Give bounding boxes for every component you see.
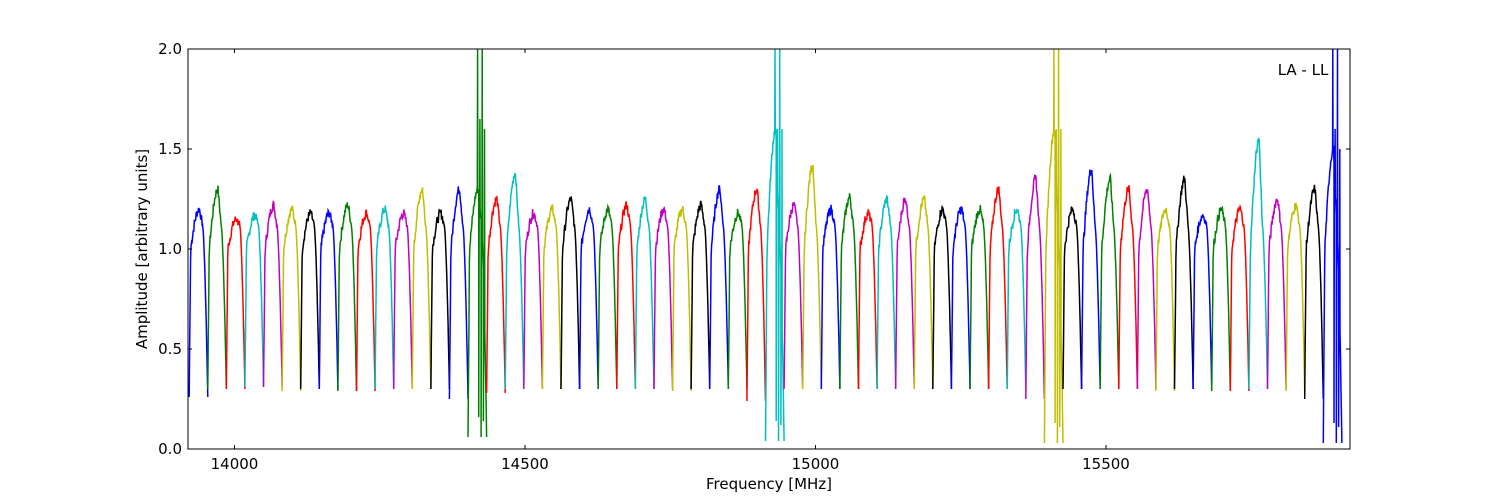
series-line-11 (392, 209, 414, 390)
series-line-55 (1210, 205, 1232, 392)
series-line-25 (653, 206, 674, 390)
series-line-46 (1043, 48, 1064, 444)
series-line-56 (1229, 203, 1250, 392)
series-line-61 (1322, 48, 1343, 444)
y-tick-label-3: 1.5 (158, 140, 182, 158)
series-line-54 (1192, 213, 1213, 390)
series-line-41 (950, 206, 971, 390)
series-line-12 (411, 186, 432, 390)
series-line-37 (876, 194, 897, 390)
series-line-10 (374, 205, 395, 390)
series-line-1 (207, 185, 228, 390)
series-line-45 (1025, 173, 1046, 400)
series-line-5 (281, 205, 302, 392)
series-line-21 (578, 207, 599, 390)
series-layer (188, 48, 1343, 444)
y-tick-label-2: 1.0 (158, 240, 182, 258)
series-line-40 (932, 204, 953, 390)
series-line-13 (430, 208, 451, 390)
series-line-28 (708, 185, 730, 390)
series-line-44 (1006, 208, 1027, 390)
series-line-35 (839, 193, 860, 390)
series-line-52 (1155, 207, 1176, 392)
series-line-48 (1080, 169, 1101, 390)
x-tick-label-0: 14000 (211, 455, 259, 473)
series-line-9 (355, 209, 376, 392)
series-line-23 (616, 201, 637, 390)
series-line-60 (1303, 184, 1325, 400)
series-line-17 (504, 172, 525, 390)
series-line-43 (987, 186, 1008, 390)
series-line-49 (1099, 172, 1120, 390)
y-axis-ticks: 0.0 0.5 1.0 1.5 2.0 (158, 40, 1350, 458)
series-line-24 (634, 196, 655, 390)
series-line-29 (727, 208, 748, 390)
series-line-42 (969, 205, 990, 390)
series-line-57 (1248, 137, 1269, 390)
series-line-15 (467, 48, 488, 438)
series-line-19 (541, 204, 562, 390)
x-axis-label: Frequency [MHz] (706, 475, 832, 493)
series-line-59 (1285, 202, 1306, 392)
series-line-58 (1266, 198, 1287, 390)
y-tick-label-1: 0.5 (158, 340, 182, 358)
series-line-50 (1118, 185, 1139, 390)
series-line-31 (764, 48, 785, 442)
y-axis-label: Amplitude [arbitrary units] (133, 149, 151, 349)
series-line-32 (783, 201, 804, 390)
series-line-47 (1062, 206, 1083, 390)
series-line-18 (523, 209, 544, 390)
series-line-51 (1136, 189, 1157, 390)
x-tick-label-3: 15500 (1082, 455, 1130, 473)
series-line-7 (318, 207, 339, 390)
series-line-2 (225, 216, 246, 390)
series-line-39 (913, 194, 934, 390)
series-line-38 (894, 197, 916, 390)
series-line-53 (1173, 175, 1194, 390)
series-line-22 (597, 203, 618, 390)
series-line-27 (690, 200, 711, 390)
series-line-4 (262, 200, 283, 388)
plot-annotation: LA - LL (1278, 61, 1329, 79)
y-tick-label-0: 0.0 (158, 440, 182, 458)
series-line-3 (244, 211, 265, 388)
series-line-6 (299, 209, 321, 390)
y-tick-label-4: 2.0 (158, 40, 182, 58)
series-line-30 (746, 188, 767, 402)
series-line-33 (801, 164, 823, 390)
x-tick-label-1: 14500 (501, 455, 549, 473)
x-tick-label-2: 15000 (792, 455, 840, 473)
series-line-26 (671, 206, 692, 392)
x-axis-ticks: 14000 14500 15000 15500 (211, 49, 1130, 473)
series-line-14 (448, 186, 469, 400)
series-line-0 (188, 207, 209, 398)
series-line-34 (820, 204, 841, 390)
series-line-16 (485, 195, 506, 394)
series-line-8 (337, 202, 358, 392)
series-line-20 (560, 196, 581, 390)
series-line-36 (857, 208, 878, 390)
